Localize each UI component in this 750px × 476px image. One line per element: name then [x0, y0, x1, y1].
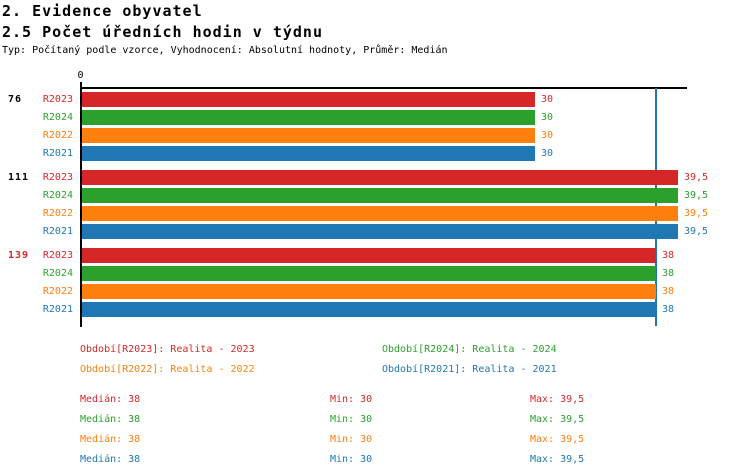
- bar-series-label-r2024: R2024: [42, 112, 73, 123]
- group-label-76: 76: [8, 94, 23, 105]
- bar-series-label-r2023: R2023: [42, 250, 73, 261]
- bar-value-label: 30: [541, 148, 554, 159]
- stat-min-r2022: Min: 30: [330, 434, 373, 445]
- y-axis-line: [80, 87, 82, 327]
- stat-min-r2021: Min: 30: [330, 454, 373, 465]
- x-axis-zero-label: 0: [77, 70, 84, 81]
- stat-max-r2023: Max: 39,5: [530, 394, 585, 405]
- bar-76-r2023: [82, 92, 535, 107]
- bar-139-r2024: [82, 266, 656, 281]
- bar-76-r2022: [82, 128, 535, 143]
- bar-series-label-r2024: R2024: [42, 190, 73, 201]
- bar-series-label-r2022: R2022: [42, 286, 73, 297]
- bar-111-r2023: [82, 170, 678, 185]
- bar-value-label: 30: [541, 130, 554, 141]
- bar-value-label: 38: [662, 286, 675, 297]
- group-label-139: 139: [8, 250, 30, 261]
- stat-min-r2023: Min: 30: [330, 394, 373, 405]
- stat-max-r2021: Max: 39,5: [530, 454, 585, 465]
- stat-max-r2024: Max: 39,5: [530, 414, 585, 425]
- bar-value-label: 39,5: [684, 226, 709, 237]
- bar-139-r2022: [82, 284, 656, 299]
- report-title: 2. Evidence obyvatel: [2, 2, 203, 20]
- bar-series-label-r2023: R2023: [42, 94, 73, 105]
- stat-median-r2024: Medián: 38: [80, 414, 141, 425]
- bar-value-label: 39,5: [684, 172, 709, 183]
- bar-series-label-r2022: R2022: [42, 130, 73, 141]
- bar-value-label: 38: [662, 304, 675, 315]
- legend-item-r2024: Období[R2024]: Realita - 2024: [382, 344, 557, 355]
- bar-value-label: 38: [662, 268, 675, 279]
- bar-value-label: 39,5: [684, 190, 709, 201]
- group-label-111: 111: [8, 172, 30, 183]
- stat-median-r2022: Medián: 38: [80, 434, 141, 445]
- bar-139-r2021: [82, 302, 656, 317]
- bar-series-label-r2022: R2022: [42, 208, 73, 219]
- bar-76-r2021: [82, 146, 535, 161]
- bar-series-label-r2021: R2021: [42, 304, 73, 315]
- stat-min-r2024: Min: 30: [330, 414, 373, 425]
- bar-139-r2023: [82, 248, 656, 263]
- stat-max-r2022: Max: 39,5: [530, 434, 585, 445]
- bar-series-label-r2021: R2021: [42, 226, 73, 237]
- bar-111-r2021: [82, 224, 678, 239]
- bar-111-r2022: [82, 206, 678, 221]
- bar-series-label-r2023: R2023: [42, 172, 73, 183]
- bar-value-label: 30: [541, 94, 554, 105]
- stat-median-r2023: Medián: 38: [80, 394, 141, 405]
- legend-item-r2021: Období[R2021]: Realita - 2021: [382, 364, 557, 375]
- bar-series-label-r2021: R2021: [42, 148, 73, 159]
- legend-item-r2023: Období[R2023]: Realita - 2023: [80, 344, 255, 355]
- report-subtitle: 2.5 Počet úředních hodin v týdnu: [2, 23, 323, 41]
- bar-value-label: 39,5: [684, 208, 709, 219]
- bar-series-label-r2024: R2024: [42, 268, 73, 279]
- legend-item-r2022: Období[R2022]: Realita - 2022: [80, 364, 255, 375]
- bar-76-r2024: [82, 110, 535, 125]
- report-meta-line: Typ: Počítaný podle vzorce, Vyhodnocení:…: [2, 45, 448, 56]
- x-axis-line: [80, 87, 687, 89]
- bar-value-label: 38: [662, 250, 675, 261]
- stat-median-r2021: Medián: 38: [80, 454, 141, 465]
- bar-111-r2024: [82, 188, 678, 203]
- x-axis-zero-tick: [80, 82, 82, 88]
- bar-value-label: 30: [541, 112, 554, 123]
